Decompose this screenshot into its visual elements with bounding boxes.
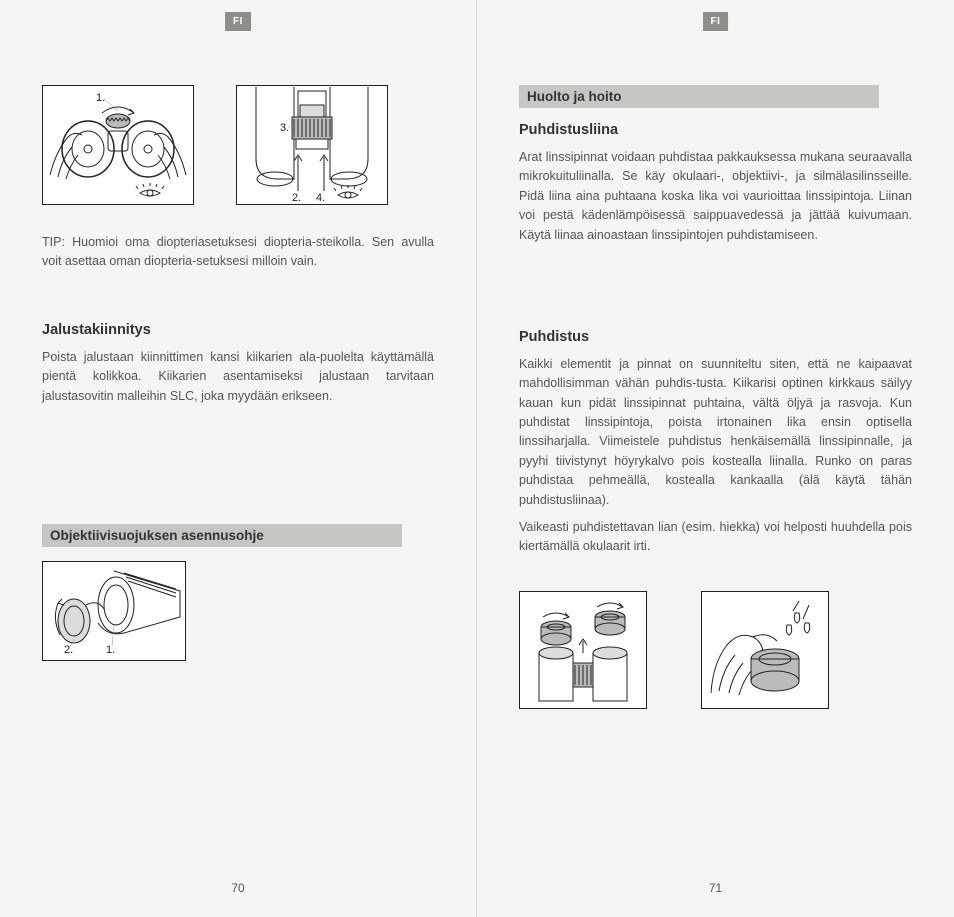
tip-paragraph: TIP: Huomioi oma diopteriasetuksesi diop… (42, 233, 434, 272)
figure-diopter-adjust: 1. (42, 85, 194, 205)
page-left: FI 1. (0, 0, 477, 917)
language-tag: FI (703, 12, 729, 31)
figure-row-bottom (519, 591, 912, 709)
fig2-label-3: 3. (280, 122, 289, 134)
fig2-label-2: 2. (292, 192, 301, 203)
fig1-label-1: 1. (96, 92, 105, 104)
puhdistus-paragraph-1: Kaikki elementit ja pinnat on suunnitelt… (519, 355, 912, 510)
page-right: FI Huolto ja hoito Puhdistusliina Arat l… (477, 0, 954, 917)
puhdistusliina-paragraph: Arat linssipinnat voidaan puhdistaa pakk… (519, 148, 912, 245)
puhdistus-paragraph-2: Vaikeasti puhdistettavan lian (esim. hie… (519, 518, 912, 557)
figure-rinse-eyecup (701, 591, 829, 709)
fig2-label-4: 4. (316, 192, 325, 203)
heading-puhdistus: Puhdistus (519, 329, 912, 345)
jalusta-paragraph: Poista jalustaan kiinnittimen kansi kiik… (42, 348, 434, 406)
fig3-label-2: 2. (64, 644, 73, 656)
page-number-left: 70 (231, 881, 244, 895)
heading-bar-huolto: Huolto ja hoito (519, 85, 879, 108)
language-tag: FI (225, 12, 251, 31)
figure-focus-closeup: 3. 2. 4. (236, 85, 388, 205)
heading-jalustakiinnitys: Jalustakiinnitys (42, 322, 434, 338)
figure-row-top: 1. (42, 85, 434, 205)
left-content: 1. (42, 85, 434, 661)
right-content: Huolto ja hoito Puhdistusliina Arat lins… (519, 85, 912, 709)
heading-bar-objektiivi: Objektiivisuojuksen asennusohje (42, 524, 402, 547)
figure-lens-cover: 2. 1. (42, 561, 186, 661)
heading-puhdistusliina: Puhdistusliina (519, 122, 912, 138)
page-number-right: 71 (709, 881, 722, 895)
figure-remove-eyecups (519, 591, 647, 709)
fig3-label-1: 1. (106, 644, 115, 656)
